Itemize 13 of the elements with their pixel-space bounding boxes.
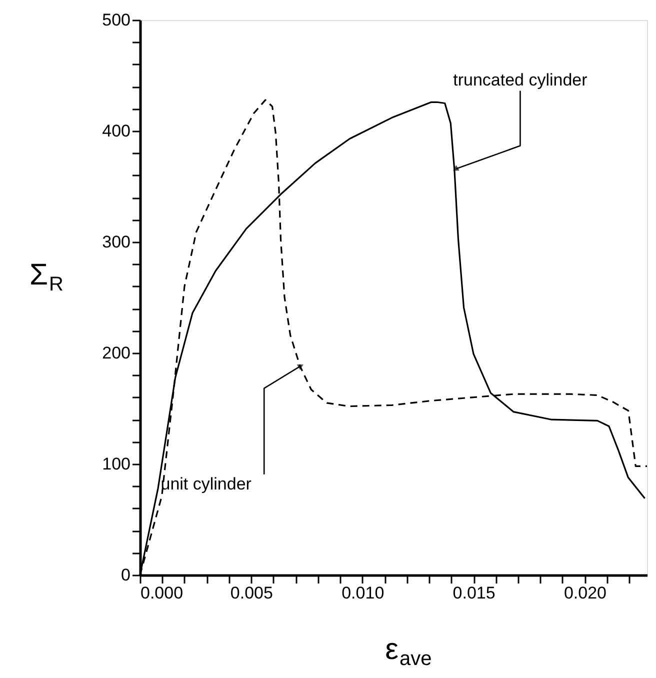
x-tick-label: 0.010 bbox=[342, 584, 384, 602]
x-tick-label: 0.015 bbox=[452, 584, 496, 602]
y-tick-label: 400 bbox=[102, 122, 130, 140]
y-tick-label: 100 bbox=[102, 454, 130, 474]
x-tick-label: 0.020 bbox=[564, 584, 607, 602]
x-tick-label: 0.000 bbox=[140, 584, 184, 602]
annotation: truncated cylinder bbox=[453, 70, 588, 90]
y-tick-label: 0 bbox=[121, 566, 130, 584]
x-tick-label: 0.005 bbox=[230, 584, 273, 602]
y-tick-label: 500 bbox=[102, 10, 130, 30]
y-tick-label: 200 bbox=[102, 344, 130, 362]
annotation: unit cylinder bbox=[160, 474, 252, 494]
y-tick-label: 300 bbox=[102, 232, 130, 252]
